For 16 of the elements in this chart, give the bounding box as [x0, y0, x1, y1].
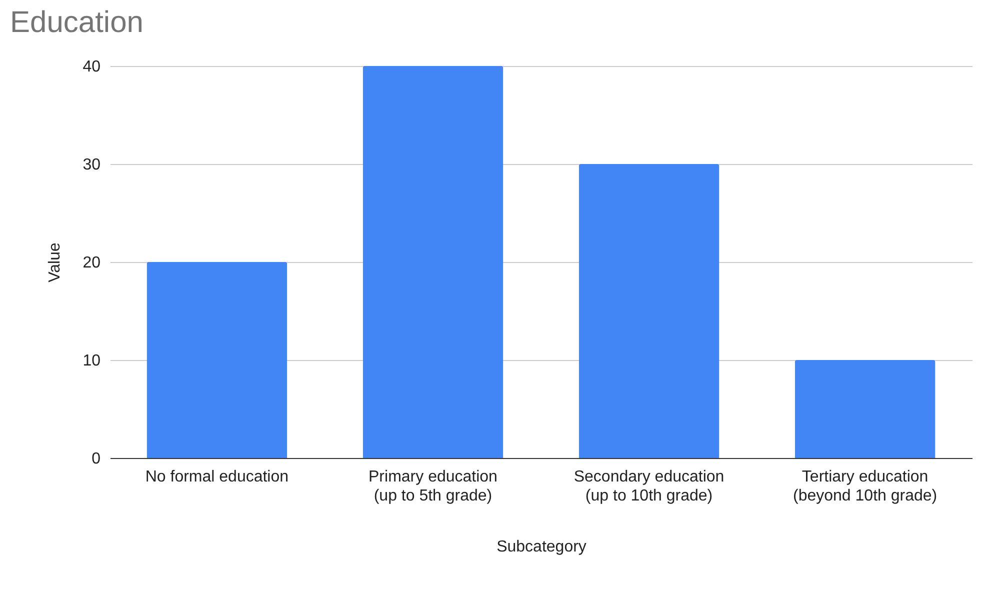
chart-title: Education — [10, 6, 144, 39]
y-tick-label: 10 — [82, 352, 101, 370]
bar — [362, 66, 504, 458]
y-tick-label: 30 — [82, 156, 101, 174]
x-tick-label: Primary education (up to 5th grade) — [368, 468, 498, 504]
bar — [146, 262, 288, 458]
y-tick-label: 40 — [82, 58, 101, 76]
y-tick-label: 0 — [92, 450, 101, 468]
x-axis-title: Subcategory — [496, 538, 586, 556]
bar — [578, 164, 720, 458]
x-tick-label: Tertiary education (beyond 10th grade) — [793, 468, 938, 504]
x-tick-label: Secondary education (up to 10th grade) — [574, 468, 724, 504]
y-axis-title: Value — [46, 242, 64, 282]
bar — [794, 360, 936, 458]
y-tick-label: 20 — [82, 254, 101, 272]
x-tick-label: No formal education — [145, 468, 289, 486]
